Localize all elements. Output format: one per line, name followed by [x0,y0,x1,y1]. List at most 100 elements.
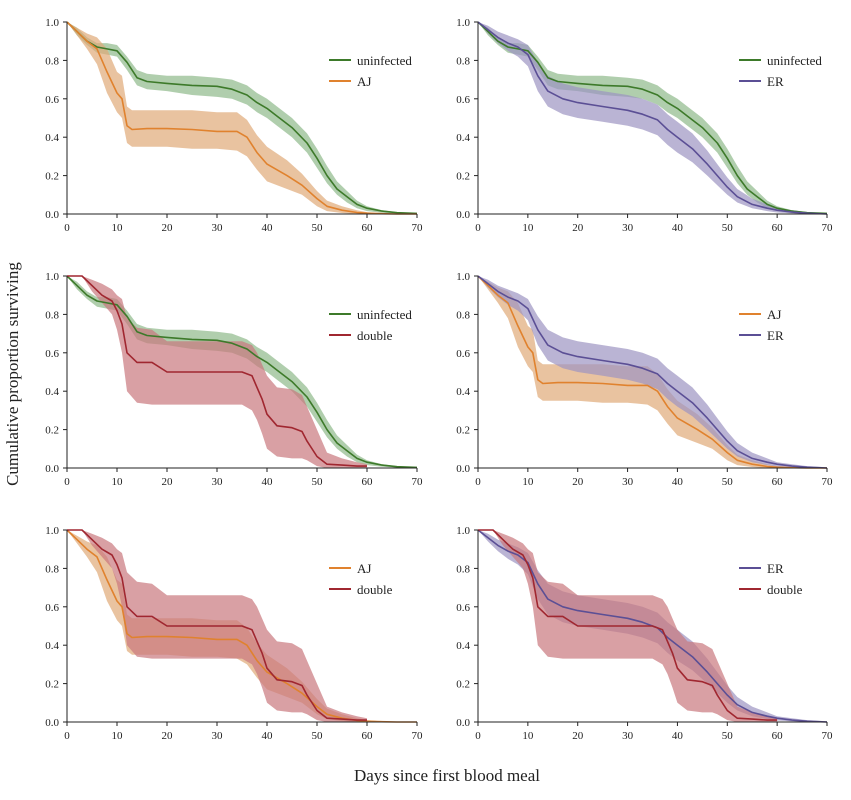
y-tick-label: 0.4 [45,132,59,144]
y-tick-label: 0.8 [45,563,59,575]
x-tick-label: 20 [162,476,174,488]
x-tick-label: 50 [312,476,324,488]
y-tick-label: 0.6 [45,348,59,360]
legend-label-ER: ER [767,74,784,89]
survival-line-ER [477,275,828,469]
x-tick-label: 0 [64,730,70,742]
y-tick-label: 1.0 [456,17,470,29]
confidence-band-AJ [67,22,417,214]
x-tick-label: 40 [262,476,274,488]
legend-label-AJ: AJ [357,561,371,576]
y-tick-label: 1.0 [45,17,59,29]
y-axis-title: Cumulative proportion surviving [3,262,22,486]
y-tick-label: 0.8 [45,55,59,67]
x-tick-label: 20 [162,730,174,742]
x-tick-label: 60 [772,222,784,234]
legend-label-AJ: AJ [767,307,781,322]
x-tick-label: 10 [112,730,124,742]
x-tick-label: 20 [572,476,584,488]
y-tick-label: 0.0 [45,717,59,729]
y-tick-label: 1.0 [456,271,470,283]
y-tick-label: 0.2 [456,171,470,183]
survival-line-uninfected [66,275,418,469]
x-tick-label: 0 [475,222,481,234]
x-tick-label: 40 [672,476,684,488]
y-tick-label: 0.8 [45,309,59,321]
panel-bottom-left: 0 10 20 30 40 50 60 70 0.0 0.2 0.4 0.6 0.8 1.0 AJ doubl… [45,525,423,742]
y-tick-label: 0.0 [456,717,470,729]
survival-line-AJ [477,275,827,469]
x-tick-label: 30 [212,222,224,234]
x-tick-label: 50 [312,730,324,742]
y-tick-label: 0.0 [456,209,470,221]
survival-line-uninfected [66,21,418,215]
panel-middle-left: 0 10 20 30 40 50 60 70 0.0 0.2 0.4 0.6 0.8 1.0 uninfec… [45,271,423,488]
y-tick-label: 0.6 [45,602,59,614]
legend-label-uninfected: uninfected [767,53,822,68]
y-tick-label: 0.2 [45,679,59,691]
x-tick-label: 70 [822,222,834,234]
x-tick-label: 40 [262,730,274,742]
x-tick-label: 50 [722,730,734,742]
x-tick-label: 10 [522,222,534,234]
x-tick-label: 0 [475,730,481,742]
x-tick-label: 50 [722,222,734,234]
panel-top-left: 0 10 20 30 40 50 60 70 0.0 0.2 0.4 0.6 0.8 1.0 uninfec… [45,17,423,234]
y-tick-label: 0.8 [456,55,470,67]
legend-label-AJ: AJ [357,74,371,89]
x-tick-label: 10 [522,476,534,488]
x-tick-label: 40 [672,222,684,234]
x-tick-label: 30 [622,222,634,234]
x-tick-label: 50 [312,222,324,234]
x-tick-label: 40 [262,222,274,234]
y-tick-label: 1.0 [45,525,59,537]
y-tick-label: 0.8 [456,563,470,575]
y-tick-label: 0.0 [456,463,470,475]
legend-label-double: double [767,582,803,597]
x-tick-label: 60 [772,476,784,488]
x-tick-label: 30 [212,730,224,742]
x-tick-label: 0 [64,476,70,488]
y-tick-label: 0.8 [456,309,470,321]
y-tick-label: 1.0 [456,525,470,537]
y-tick-label: 0.4 [456,640,470,652]
x-tick-label: 0 [475,476,481,488]
legend-label-double: double [357,328,393,343]
x-tick-label: 30 [622,730,634,742]
y-tick-label: 0.2 [456,679,470,691]
y-tick-label: 0.2 [45,171,59,183]
x-tick-label: 40 [672,730,684,742]
panel-middle-right: 0 10 20 30 40 50 60 70 0.0 0.2 0.4 0.6 0.8 1.0 AJ ER [456,271,833,488]
y-tick-label: 0.6 [456,94,470,106]
x-tick-label: 60 [362,730,374,742]
x-tick-label: 30 [622,476,634,488]
x-tick-label: 70 [412,222,424,234]
survival-line-AJ [66,21,417,215]
survival-line-double [67,529,367,721]
x-tick-label: 70 [822,730,834,742]
x-tick-label: 10 [112,222,124,234]
legend-label-double: double [357,582,393,597]
panel-bottom-right: 0 10 20 30 40 50 60 70 0.0 0.2 0.4 0.6 0.8 1.0 ER doubl… [456,525,833,742]
x-tick-label: 20 [162,222,174,234]
x-tick-label: 10 [522,730,534,742]
y-tick-label: 0.6 [456,602,470,614]
y-tick-label: 0.2 [45,425,59,437]
y-tick-label: 0.0 [45,463,59,475]
y-tick-label: 0.4 [45,640,59,652]
x-tick-label: 60 [772,730,784,742]
x-axis-title: Days since first blood meal [354,766,540,785]
y-tick-label: 0.0 [45,209,59,221]
survival-line-ER [477,21,828,215]
y-tick-label: 0.6 [45,94,59,106]
x-tick-label: 30 [212,476,224,488]
legend-label-uninfected: uninfected [357,307,412,322]
y-tick-label: 0.4 [456,132,470,144]
panel-top-right: 0 10 20 30 40 50 60 70 0.0 0.2 0.4 0.6 0.8 1.0 uninfec… [456,17,833,234]
y-tick-label: 0.6 [456,348,470,360]
x-tick-label: 50 [722,476,734,488]
legend-label-uninfected: uninfected [357,53,412,68]
y-tick-label: 0.4 [45,386,59,398]
x-tick-label: 70 [412,730,424,742]
